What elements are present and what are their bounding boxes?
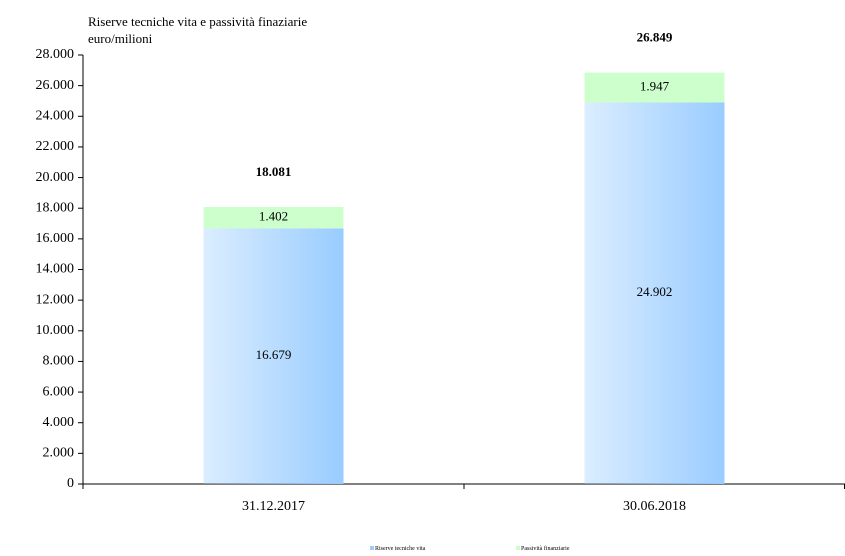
chart-subtitle: euro/milioni bbox=[88, 31, 153, 46]
y-tick-label: 28.000 bbox=[36, 47, 75, 62]
legend-label: Riserve tecniche vita bbox=[375, 546, 426, 552]
bar-segment bbox=[584, 72, 725, 103]
y-tick-label: 26.000 bbox=[36, 78, 75, 93]
y-tick-label: 14.000 bbox=[36, 262, 75, 277]
y-tick-label: 24.000 bbox=[36, 109, 75, 124]
bar-segment bbox=[203, 206, 344, 229]
legend-swatch bbox=[516, 546, 520, 550]
y-tick-label: 22.000 bbox=[36, 139, 75, 154]
legend-label: Passività finanziarie bbox=[521, 545, 570, 552]
value-label: 1.402 bbox=[259, 209, 288, 224]
total-label: 18.081 bbox=[256, 164, 292, 179]
value-label: 1.947 bbox=[640, 79, 670, 94]
bar-segment bbox=[203, 228, 344, 484]
y-tick-label: 18.000 bbox=[36, 200, 75, 215]
y-tick-label: 2.000 bbox=[43, 446, 75, 461]
y-tick-label: 12.000 bbox=[36, 292, 75, 307]
value-label: 24.902 bbox=[637, 284, 673, 299]
y-tick-label: 6.000 bbox=[43, 384, 75, 399]
chart-title: Riserve tecniche vita e passività finazi… bbox=[88, 14, 307, 29]
y-tick-label: 0 bbox=[67, 476, 74, 491]
y-tick-label: 20.000 bbox=[36, 170, 75, 185]
y-tick-label: 10.000 bbox=[36, 323, 75, 338]
y-tick-label: 4.000 bbox=[43, 415, 75, 430]
y-tick-label: 16.000 bbox=[36, 231, 75, 246]
x-tick-label: 30.06.2018 bbox=[623, 499, 686, 514]
y-tick-label: 8.000 bbox=[43, 354, 75, 369]
value-label: 16.679 bbox=[256, 347, 292, 362]
bar-segment bbox=[584, 102, 725, 484]
x-tick-label: 31.12.2017 bbox=[242, 499, 305, 514]
total-label: 26.849 bbox=[637, 30, 673, 45]
legend-swatch bbox=[370, 546, 374, 550]
